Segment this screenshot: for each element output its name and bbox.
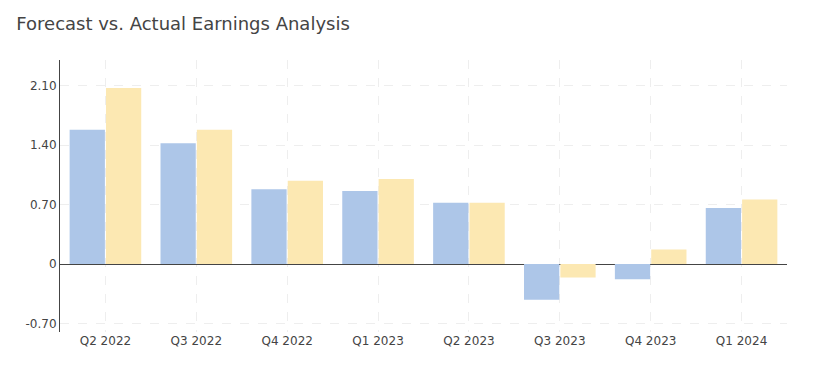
svg-text:Q1 2024: Q1 2024 (716, 334, 767, 348)
svg-text:Q4 2022: Q4 2022 (261, 334, 312, 348)
svg-text:Q2 2023: Q2 2023 (443, 334, 494, 348)
svg-text:2.10: 2.10 (30, 79, 57, 93)
svg-text:Q3 2023: Q3 2023 (534, 334, 585, 348)
svg-text:Q3 2022: Q3 2022 (171, 334, 222, 348)
svg-text:Q4 2023: Q4 2023 (625, 334, 676, 348)
svg-text:1.40: 1.40 (30, 138, 57, 152)
svg-text:Forecast vs. Actual Earnings A: Forecast vs. Actual Earnings Analysis (16, 13, 349, 34)
svg-text:Q1 2023: Q1 2023 (352, 334, 403, 348)
svg-text:0: 0 (49, 257, 57, 271)
svg-text:-0.70: -0.70 (26, 317, 57, 331)
svg-text:Q2 2022: Q2 2022 (80, 334, 131, 348)
svg-text:0.70: 0.70 (30, 198, 57, 212)
